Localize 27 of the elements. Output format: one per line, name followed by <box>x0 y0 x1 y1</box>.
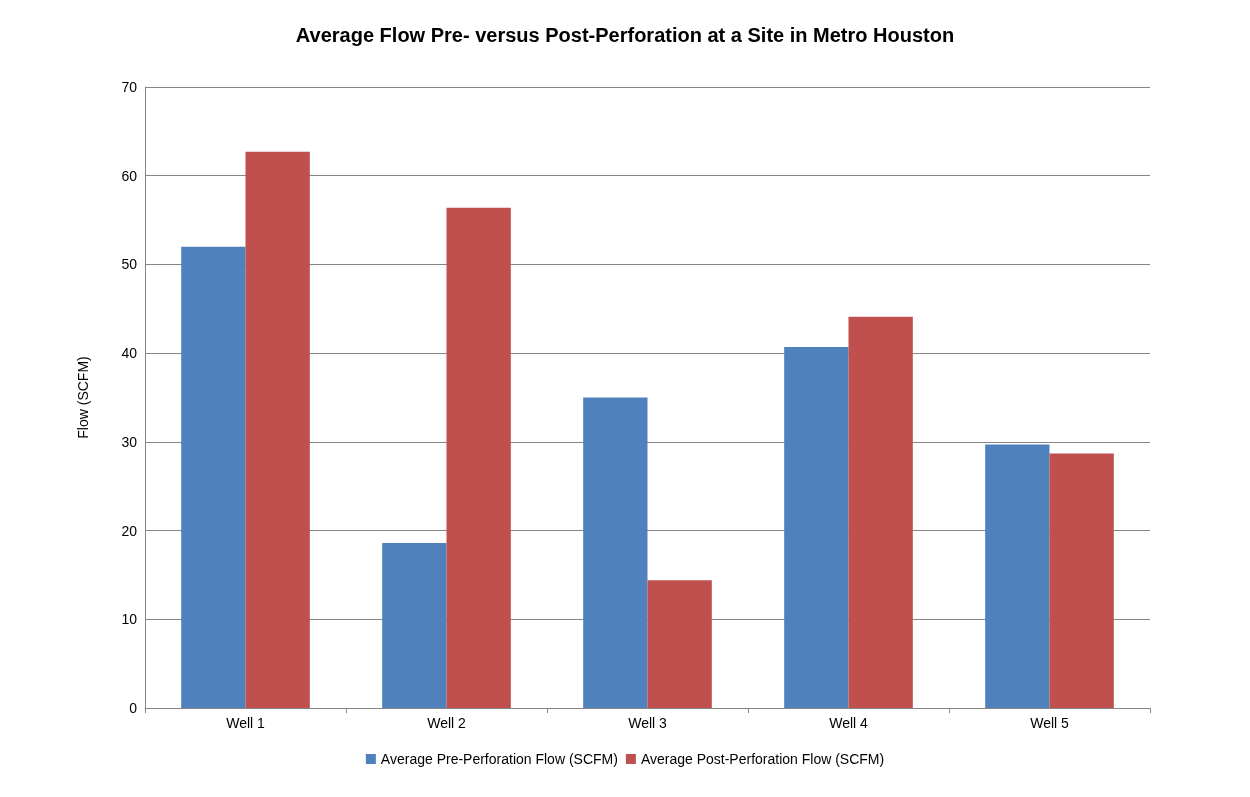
bar <box>848 316 913 708</box>
legend-label: Average Post-Perforation Flow (SCFM) <box>640 751 885 767</box>
y-tick-label: 20 <box>121 522 138 539</box>
x-tick-label: Well 5 <box>1030 715 1070 731</box>
y-axis-title: Flow (SCFM) <box>75 356 91 439</box>
y-tick-label: 40 <box>121 345 138 362</box>
bar <box>446 207 511 708</box>
bar <box>647 580 712 708</box>
y-tick-label: 30 <box>121 433 138 450</box>
bar <box>583 397 648 708</box>
chart-title: Average Flow Pre- versus Post-Perforation at a Site in Metro Houston <box>295 24 955 46</box>
y-tick-label: 60 <box>121 167 138 184</box>
y-tick-label: 10 <box>121 611 138 628</box>
y-tick-label: 0 <box>129 700 138 716</box>
y-tick-label: 70 <box>121 79 138 95</box>
bar <box>245 151 310 708</box>
bar <box>382 542 447 708</box>
x-tick-label: Well 4 <box>829 715 869 731</box>
bar <box>784 346 849 708</box>
x-tick-label: Well 1 <box>226 715 266 731</box>
bar <box>1049 453 1114 708</box>
x-tick-label: Well 3 <box>628 715 668 731</box>
legend-label: Average Pre-Perforation Flow (SCFM) <box>380 751 618 767</box>
bar <box>985 444 1050 708</box>
y-tick-label: 50 <box>121 256 138 273</box>
x-tick-label: Well 2 <box>427 715 467 731</box>
bar <box>181 246 246 708</box>
